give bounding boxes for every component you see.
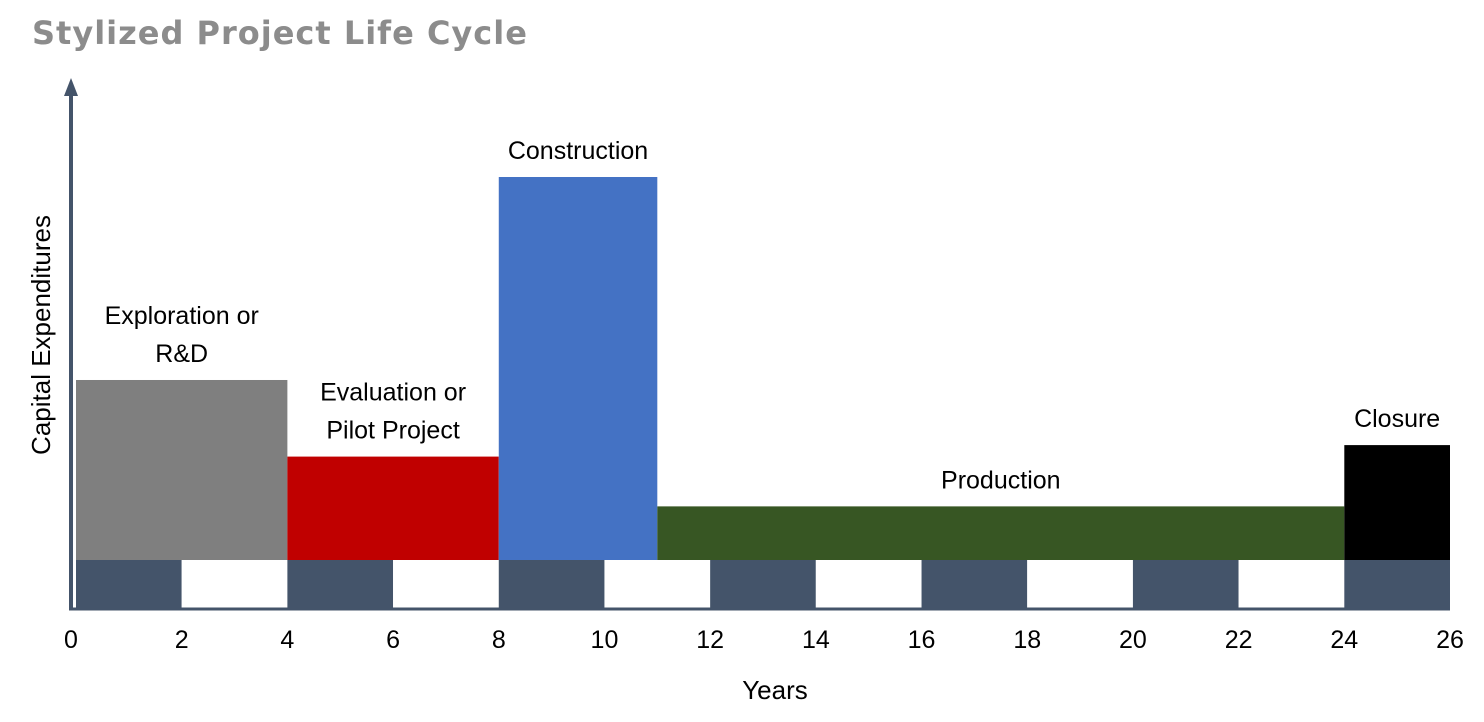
x-tick-18: 18 [1013,626,1041,654]
label-closure-line-1: Closure [1354,405,1440,433]
timeline-block-10-12 [604,560,711,608]
x-tick-26: 26 [1436,626,1464,654]
timeline-block-18-20 [1027,560,1133,608]
label-exploration-line-2: R&D [155,340,208,368]
timeline-block-12-14 [710,560,816,608]
timeline-block-16-18 [921,560,1028,608]
timeline-block-6-8 [393,560,499,608]
chart-title: Stylized Project Life Cycle [32,14,528,52]
timeline-block-8-10 [498,560,605,608]
phase-bars [76,177,1450,560]
x-tick-20: 20 [1119,626,1147,654]
bar-production [657,506,1345,560]
x-tick-4: 4 [280,626,294,654]
timeline-block-22-24 [1238,560,1345,608]
x-tick-12: 12 [696,626,724,654]
x-tick-14: 14 [802,626,830,654]
axes [64,78,1450,611]
timeline-block-0-2 [76,560,182,608]
y-axis-arrow-icon [64,78,78,96]
bar-closure [1344,445,1450,560]
x-tick-2: 2 [175,626,189,654]
timeline-block-24-26 [1344,560,1450,608]
x-axis-label: Years [742,675,808,705]
x-tick-labels: 0 2 4 6 8 10 12 14 16 18 20 22 24 26 [64,626,1464,654]
y-axis-label: Capital Expenditures [26,215,56,455]
x-tick-6: 6 [386,626,400,654]
label-exploration-line-1: Exploration or [105,302,259,330]
x-tick-8: 8 [492,626,506,654]
label-production-line-1: Production [941,466,1061,494]
bar-evaluation [287,456,499,560]
timeline-band [76,560,1450,608]
x-tick-22: 22 [1225,626,1253,654]
timeline-block-2-4 [181,560,288,608]
bar-exploration [76,379,288,560]
x-tick-16: 16 [908,626,936,654]
timeline-block-4-6 [287,560,394,608]
bar-construction [498,177,658,560]
label-construction-line-1: Construction [508,137,648,165]
timeline-block-20-22 [1132,560,1239,608]
label-evaluation-line-2: Pilot Project [326,417,459,445]
timeline-block-14-16 [815,560,922,608]
phase-labels: Exploration or R&D Evaluation or Pilot Proj… [105,137,1441,494]
label-evaluation-line-1: Evaluation or [320,379,466,407]
x-tick-10: 10 [591,626,619,654]
x-tick-0: 0 [64,626,78,654]
x-tick-24: 24 [1330,626,1358,654]
